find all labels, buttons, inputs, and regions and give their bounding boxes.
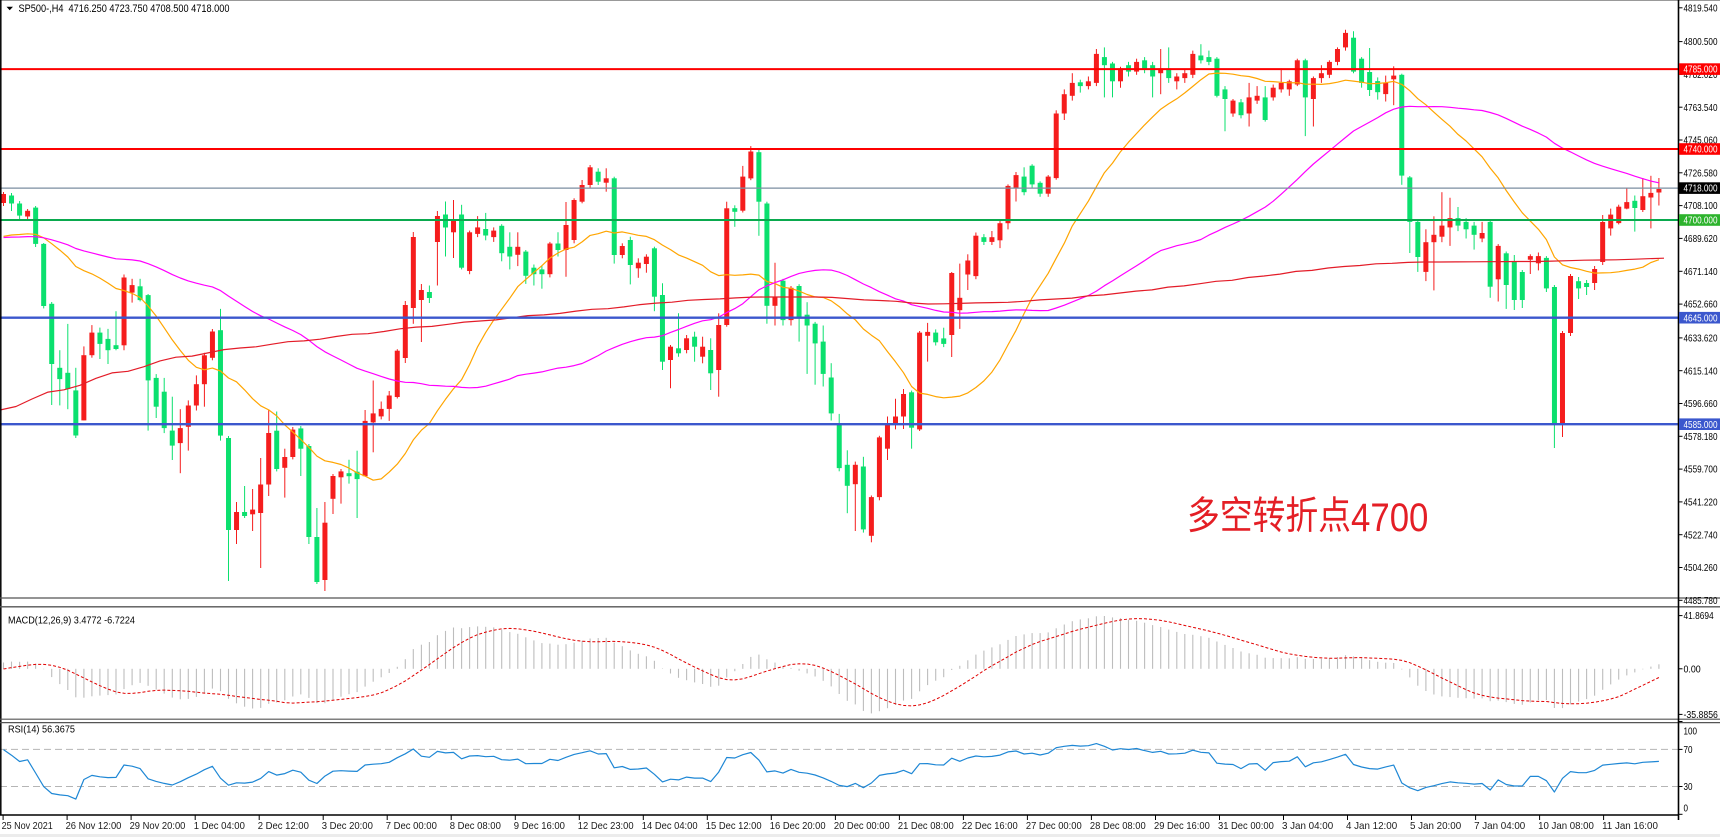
svg-text:2 Dec 12:00: 2 Dec 12:00 bbox=[258, 821, 309, 832]
svg-text:7 Dec 00:00: 7 Dec 00:00 bbox=[386, 821, 437, 832]
svg-text:30: 30 bbox=[1684, 782, 1693, 793]
svg-text:41.8694: 41.8694 bbox=[1684, 611, 1714, 622]
svg-text:100: 100 bbox=[1684, 727, 1698, 738]
svg-text:28 Dec 08:00: 28 Dec 08:00 bbox=[1090, 821, 1146, 832]
svg-text:RSI(14) 56.3675: RSI(14) 56.3675 bbox=[8, 725, 75, 736]
svg-text:4541.220: 4541.220 bbox=[1684, 498, 1718, 509]
svg-text:4763.540: 4763.540 bbox=[1684, 103, 1718, 114]
svg-text:4782.020: 4782.020 bbox=[1684, 70, 1718, 81]
svg-text:4708.100: 4708.100 bbox=[1684, 201, 1718, 212]
svg-text:14 Dec 04:00: 14 Dec 04:00 bbox=[642, 821, 698, 832]
svg-text:10 Jan 08:00: 10 Jan 08:00 bbox=[1538, 821, 1594, 832]
svg-text:MACD(12,26,9) 3.4772 -6.7224: MACD(12,26,9) 3.4772 -6.7224 bbox=[8, 616, 135, 627]
svg-text:0: 0 bbox=[1684, 804, 1689, 815]
svg-text:3 Jan 04:00: 3 Jan 04:00 bbox=[1282, 821, 1333, 832]
svg-text:4745.060: 4745.060 bbox=[1684, 136, 1718, 147]
svg-text:4689.620: 4689.620 bbox=[1684, 234, 1718, 245]
svg-text:4615.140: 4615.140 bbox=[1684, 366, 1718, 377]
svg-text:1 Dec 04:00: 1 Dec 04:00 bbox=[194, 821, 245, 832]
svg-text:4578.180: 4578.180 bbox=[1684, 432, 1718, 443]
svg-text:4718.000: 4718.000 bbox=[1684, 184, 1718, 195]
svg-text:4726.580: 4726.580 bbox=[1684, 168, 1718, 179]
svg-text:29 Nov 20:00: 29 Nov 20:00 bbox=[130, 821, 186, 832]
svg-text:4485.780: 4485.780 bbox=[1684, 596, 1718, 607]
svg-text:15 Dec 12:00: 15 Dec 12:00 bbox=[706, 821, 762, 832]
svg-text:7 Jan 04:00: 7 Jan 04:00 bbox=[1474, 821, 1525, 832]
svg-text:4740.000: 4740.000 bbox=[1684, 145, 1718, 156]
svg-text:0.00: 0.00 bbox=[1684, 664, 1701, 675]
svg-text:22 Dec 16:00: 22 Dec 16:00 bbox=[962, 821, 1018, 832]
svg-text:-35.8856: -35.8856 bbox=[1684, 710, 1719, 721]
svg-text:4522.740: 4522.740 bbox=[1684, 530, 1718, 541]
svg-text:4596.660: 4596.660 bbox=[1684, 399, 1718, 410]
svg-text:SP500-,H4 4716.250 4723.750 4: SP500-,H4 4716.250 4723.750 4708.500 471… bbox=[19, 3, 230, 15]
svg-text:4559.700: 4559.700 bbox=[1684, 465, 1718, 476]
svg-text:4785.000: 4785.000 bbox=[1684, 65, 1718, 76]
svg-text:21 Dec 08:00: 21 Dec 08:00 bbox=[898, 821, 954, 832]
svg-text:26 Nov 12:00: 26 Nov 12:00 bbox=[66, 821, 122, 832]
svg-text:29 Dec 16:00: 29 Dec 16:00 bbox=[1154, 821, 1210, 832]
svg-text:4 Jan 12:00: 4 Jan 12:00 bbox=[1346, 821, 1397, 832]
svg-text:4800.500: 4800.500 bbox=[1684, 37, 1718, 48]
svg-text:4819.540: 4819.540 bbox=[1684, 3, 1718, 14]
svg-text:4652.660: 4652.660 bbox=[1684, 300, 1718, 311]
svg-text:31 Dec 00:00: 31 Dec 00:00 bbox=[1218, 821, 1274, 832]
svg-text:4700: 4700 bbox=[1351, 495, 1428, 540]
svg-text:11 Jan 16:00: 11 Jan 16:00 bbox=[1602, 821, 1658, 832]
svg-text:4633.620: 4633.620 bbox=[1684, 334, 1718, 345]
svg-text:20 Dec 00:00: 20 Dec 00:00 bbox=[834, 821, 890, 832]
svg-text:4700.000: 4700.000 bbox=[1684, 216, 1718, 227]
svg-text:3 Dec 20:00: 3 Dec 20:00 bbox=[322, 821, 373, 832]
svg-text:70: 70 bbox=[1684, 745, 1693, 756]
svg-text:8 Dec 08:00: 8 Dec 08:00 bbox=[450, 821, 501, 832]
svg-text:4504.260: 4504.260 bbox=[1684, 563, 1718, 574]
svg-text:4645.000: 4645.000 bbox=[1684, 313, 1718, 324]
svg-text:16 Dec 20:00: 16 Dec 20:00 bbox=[770, 821, 826, 832]
svg-text:4585.000: 4585.000 bbox=[1684, 420, 1718, 431]
svg-text:12 Dec 23:00: 12 Dec 23:00 bbox=[578, 821, 634, 832]
svg-text:27 Dec 00:00: 27 Dec 00:00 bbox=[1026, 821, 1082, 832]
svg-text:9 Dec 16:00: 9 Dec 16:00 bbox=[514, 821, 565, 832]
svg-text:25 Nov 2021: 25 Nov 2021 bbox=[2, 821, 53, 832]
svg-text:4671.140: 4671.140 bbox=[1684, 267, 1718, 278]
svg-text:5 Jan 20:00: 5 Jan 20:00 bbox=[1410, 821, 1461, 832]
